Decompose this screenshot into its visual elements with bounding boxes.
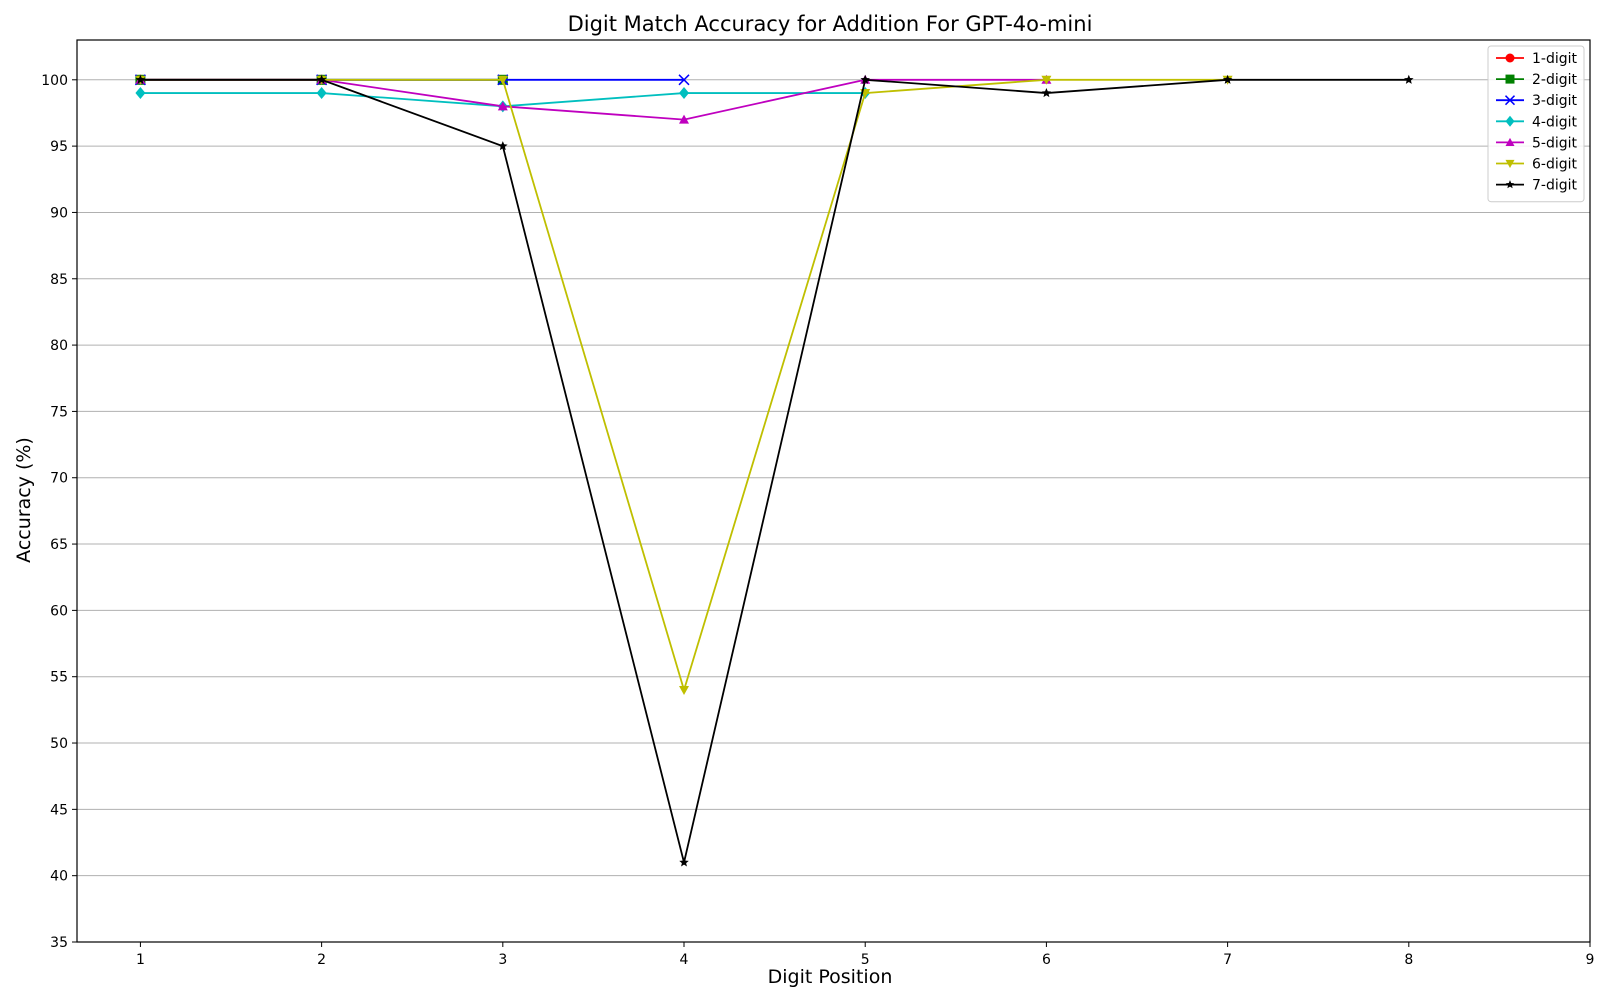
x-axis-ticks: 1 2 3 4 5 6 7 8 9	[136, 942, 1595, 968]
x-tick-label: 4	[680, 952, 689, 968]
data-point	[679, 685, 690, 695]
plot-frame	[76, 39, 1591, 943]
legend-item: 5-digit	[1496, 135, 1578, 151]
data-point	[316, 87, 327, 100]
data-point	[498, 141, 508, 151]
data-point	[679, 87, 690, 100]
y-tick-label: 50	[50, 736, 68, 752]
y-axis-ticks: 35 40 45 50 55 60 65 70 75 80 85 90 95 100	[41, 73, 77, 951]
legend-item: 4-digit	[1496, 114, 1578, 130]
y-tick-label: 95	[50, 139, 68, 155]
y-tick-label: 90	[50, 205, 68, 221]
legend-label: 3-digit	[1532, 93, 1578, 109]
legend-label: 4-digit	[1532, 114, 1578, 130]
y-tick-label: 70	[50, 471, 68, 487]
legend-item: 6-digit	[1496, 157, 1578, 173]
x-tick-label: 9	[1586, 952, 1595, 968]
y-tick-label: 85	[50, 272, 68, 288]
data-point	[497, 75, 508, 85]
data-point	[135, 87, 146, 100]
data-point	[1041, 75, 1052, 85]
legend-label: 2-digit	[1532, 72, 1578, 88]
x-axis-label: Digit Position	[768, 966, 893, 988]
data-point	[679, 857, 689, 867]
x-tick-label: 1	[136, 952, 145, 968]
y-axis-label: Accuracy (%)	[13, 437, 35, 563]
legend-item: 1-digit	[1496, 51, 1578, 67]
data-point	[1505, 180, 1515, 189]
data-point	[1505, 159, 1515, 168]
x-tick-label: 5	[861, 952, 870, 968]
legend-label: 1-digit	[1532, 51, 1578, 67]
y-tick-label: 55	[50, 670, 68, 686]
x-tick-label: 2	[317, 952, 326, 968]
y-tick-label: 75	[50, 404, 68, 420]
data-point	[1041, 88, 1052, 98]
data-point	[497, 101, 508, 111]
data-point	[679, 114, 690, 124]
data-point	[1505, 115, 1515, 127]
y-tick-label: 40	[50, 869, 68, 885]
y-tick-label: 80	[50, 338, 68, 354]
data-point	[860, 74, 870, 84]
x-tick-label: 6	[1042, 952, 1051, 968]
y-tick-label: 100	[41, 73, 68, 89]
legend-item: 7-digit	[1496, 178, 1578, 194]
y-tick-label: 65	[50, 537, 68, 553]
y-tick-label: 60	[50, 603, 68, 619]
series-line	[140, 78, 1409, 863]
x-tick-label: 3	[498, 952, 507, 968]
legend-label: 7-digit	[1532, 178, 1578, 194]
data-point	[1404, 74, 1414, 84]
data-point	[1222, 74, 1233, 84]
y-tick-label: 35	[50, 935, 68, 951]
data-point	[135, 74, 146, 84]
series-layer	[134, 74, 1414, 867]
y-tick-label: 45	[50, 802, 68, 818]
data-point	[1504, 95, 1516, 106]
data-point	[1505, 137, 1515, 146]
data-point	[1505, 53, 1515, 63]
legend-label: 5-digit	[1532, 135, 1578, 151]
series-7-digit	[135, 74, 1414, 867]
legend-item: 2-digit	[1496, 72, 1578, 88]
legend-label: 6-digit	[1532, 157, 1578, 173]
legend: 1-digit 2-digit 3-digit 4-digit 5-digit 6-dig…	[1487, 45, 1585, 203]
x-tick-label: 8	[1404, 952, 1413, 968]
chart-title: Digit Match Accuracy for Addition For GP…	[568, 12, 1093, 36]
data-point	[316, 74, 327, 84]
x-tick-label: 7	[1223, 952, 1232, 968]
legend-item: 3-digit	[1496, 93, 1578, 109]
data-point	[678, 74, 690, 86]
data-point	[1505, 74, 1515, 84]
